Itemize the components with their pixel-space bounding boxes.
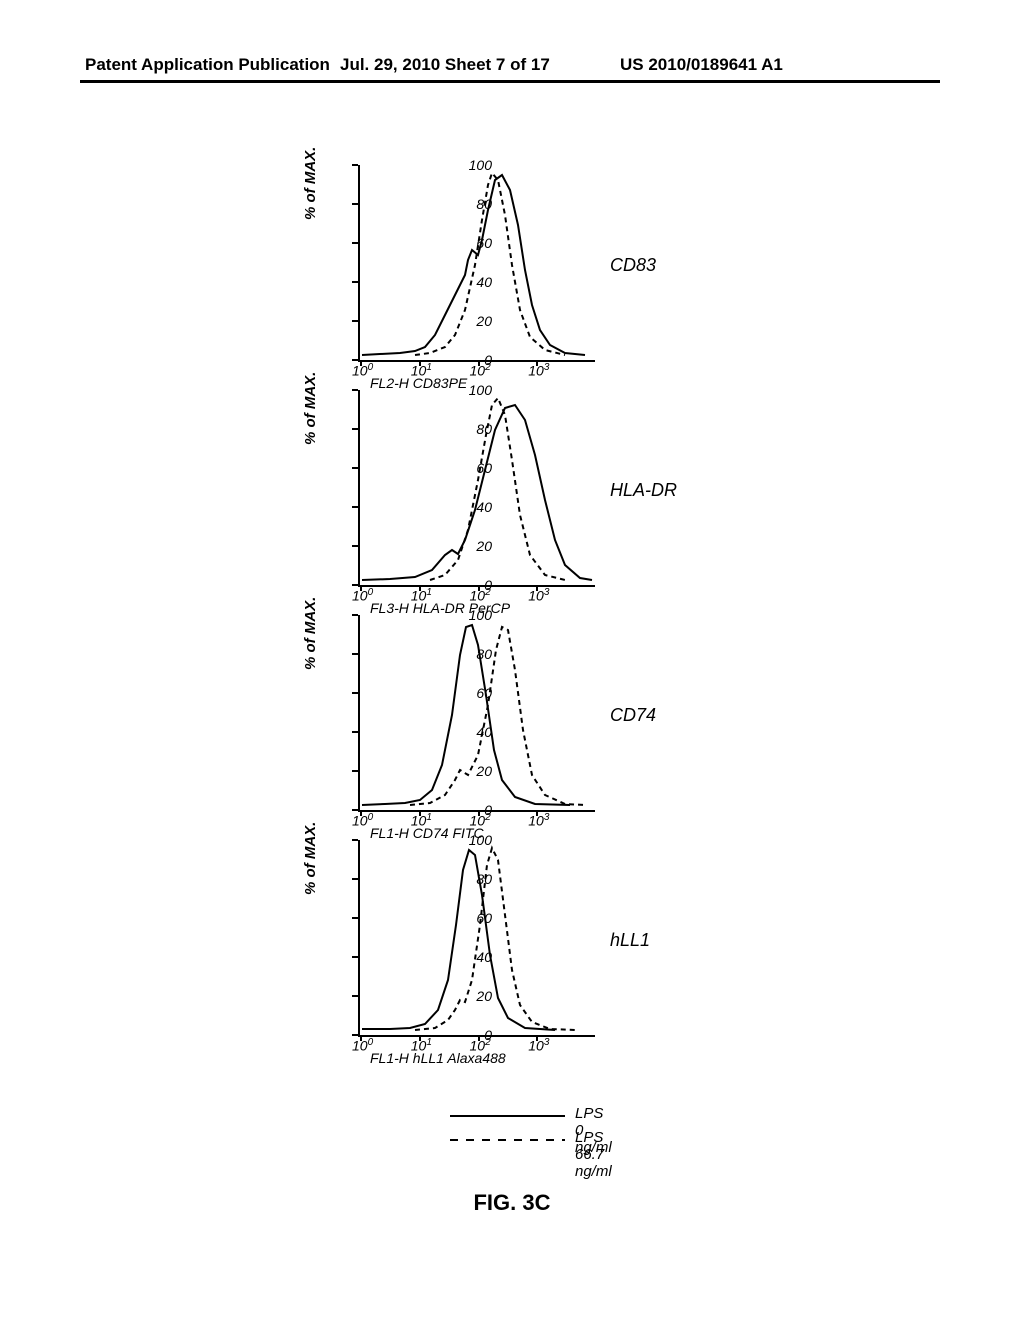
panel-label: HLA-DR: [610, 480, 677, 501]
y-axis-label: % of MAX.: [302, 147, 319, 220]
curves-svg: [360, 840, 595, 1035]
y-axis-label: % of MAX.: [302, 372, 319, 445]
curve-dashed: [415, 848, 575, 1030]
panel-cd83: % of MAX.CD83020406080100100101102103FL2…: [310, 165, 730, 390]
x-axis-label: FL1-H hLL1 Alaxa488: [370, 1050, 506, 1066]
curves-svg: [360, 165, 595, 360]
curve-solid: [362, 625, 570, 805]
plot-box: [358, 840, 595, 1037]
x-tick-label: 103: [528, 1037, 549, 1054]
panel-hll1: % of MAX.hLL1020406080100100101102103FL1…: [310, 840, 730, 1065]
figure-caption: FIG. 3C: [0, 1190, 1024, 1216]
panel-label: CD74: [610, 705, 656, 726]
curve-solid: [362, 405, 592, 580]
header-rule: [80, 80, 940, 83]
y-axis-label: % of MAX.: [302, 597, 319, 670]
legend-line-dashed: [450, 1139, 565, 1141]
x-tick-label: 102: [470, 362, 491, 379]
x-tick-label: 103: [528, 362, 549, 379]
legend-text-dashed: LPS 66.7 ng/ml: [575, 1129, 612, 1180]
plot-box: [358, 615, 595, 812]
x-tick-label: 103: [528, 587, 549, 604]
curves-svg: [360, 615, 595, 810]
panel-cd74: % of MAX.CD74020406080100100101102103FL1…: [310, 615, 730, 840]
header-right: US 2010/0189641 A1: [620, 55, 783, 75]
figure-area: % of MAX.CD83020406080100100101102103FL2…: [310, 165, 730, 1065]
x-tick-label: 103: [528, 812, 549, 829]
panel-hla-dr: % of MAX.HLA-DR020406080100100101102103F…: [310, 390, 730, 615]
header-left: Patent Application Publication: [85, 55, 330, 75]
y-axis-label: % of MAX.: [302, 822, 319, 895]
panel-label: hLL1: [610, 930, 650, 951]
plot-box: [358, 165, 595, 362]
curve-solid: [362, 175, 585, 355]
x-axis-label: FL2-H CD83PE: [370, 375, 467, 391]
panel-label: CD83: [610, 255, 656, 276]
legend-line-solid: [450, 1115, 565, 1117]
plot-box: [358, 390, 595, 587]
curves-svg: [360, 390, 595, 585]
header-center: Jul. 29, 2010 Sheet 7 of 17: [340, 55, 550, 75]
